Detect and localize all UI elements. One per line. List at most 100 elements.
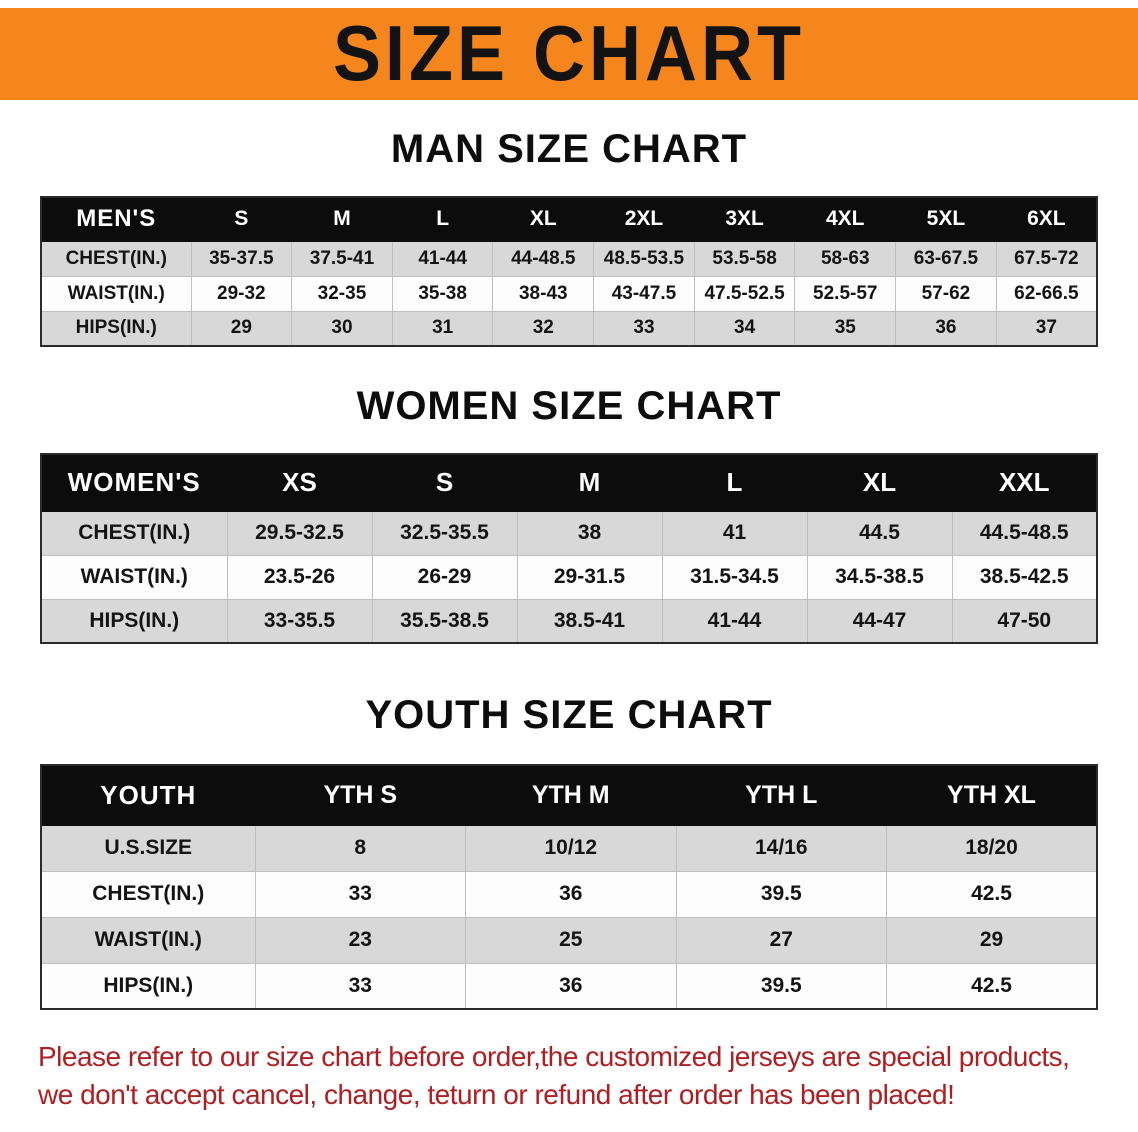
size-value-cell: 38.5-42.5 xyxy=(951,554,1098,600)
size-value-cell: 44.5-48.5 xyxy=(951,510,1098,556)
size-value-cell: 18/20 xyxy=(886,824,1098,872)
column-header: M xyxy=(516,453,663,512)
size-value-cell: 57-62 xyxy=(895,275,997,312)
table-row: HIPS(IN.) 29 30 31 32 33 34 35 36 37 xyxy=(40,310,1098,347)
column-header: S xyxy=(371,453,518,512)
size-value-cell: 30 xyxy=(291,310,393,347)
column-header: XXL xyxy=(951,453,1098,512)
row-label: HIPS(IN.) xyxy=(40,310,192,347)
size-value-cell: 62-66.5 xyxy=(995,275,1098,312)
column-header: L xyxy=(661,453,808,512)
disclaimer-line-1: Please refer to our size chart before or… xyxy=(38,1041,1070,1072)
column-header: L xyxy=(391,196,494,242)
size-table-head: YOUTH YTH S YTH M YTH L YTH XL xyxy=(40,764,1098,826)
row-label: CHEST(IN.) xyxy=(40,870,256,918)
size-value-cell: 35 xyxy=(794,310,897,347)
size-value-cell: 33 xyxy=(254,870,466,918)
size-table-body: CHEST(IN.) 29.5-32.5 32.5-35.5 38 41 44.5 44.5… xyxy=(40,510,1098,644)
size-value-cell: 33-35.5 xyxy=(226,598,373,644)
column-header: 3XL xyxy=(693,196,796,242)
women-section-heading: WOMEN SIZE CHART xyxy=(356,384,782,428)
women-size-chart-section: WOMEN SIZE CHART WOMEN'S XS S M L XL XXL CHEST… xyxy=(0,383,1138,644)
size-table-head: MEN'S S M L XL 2XL 3XL 4XL 5XL 6XL xyxy=(40,196,1098,242)
size-value-cell: 39.5 xyxy=(675,962,887,1010)
size-value-cell: 23.5-26 xyxy=(226,554,373,600)
size-value-cell: 32 xyxy=(492,310,595,347)
size-value-cell: 29-31.5 xyxy=(516,554,663,600)
size-value-cell: 41-44 xyxy=(391,240,494,277)
size-value-cell: 38 xyxy=(516,510,663,556)
size-value-cell: 37 xyxy=(995,310,1098,347)
size-value-cell: 48.5-53.5 xyxy=(593,240,695,277)
size-value-cell: 38-43 xyxy=(492,275,595,312)
column-header: 5XL xyxy=(895,196,997,242)
row-label: CHEST(IN.) xyxy=(40,510,228,556)
size-value-cell: 32-35 xyxy=(291,275,393,312)
column-header: XL xyxy=(492,196,595,242)
column-header: M xyxy=(291,196,393,242)
size-value-cell: 35-37.5 xyxy=(190,240,293,277)
row-label: HIPS(IN.) xyxy=(40,598,228,644)
size-value-cell: 36 xyxy=(465,870,677,918)
size-value-cell: 37.5-41 xyxy=(291,240,393,277)
size-value-cell: 29 xyxy=(886,916,1098,964)
size-table-body: U.S.SIZE 8 10/12 14/16 18/20 CHEST(IN.) 33 36 39… xyxy=(40,824,1098,1010)
table-header-row: WOMEN'S XS S M L XL XXL xyxy=(40,453,1098,512)
size-value-cell: 53.5-58 xyxy=(693,240,796,277)
column-header: 6XL xyxy=(995,196,1098,242)
size-value-cell: 52.5-57 xyxy=(794,275,897,312)
size-value-cell: 33 xyxy=(593,310,695,347)
size-value-cell: 29.5-32.5 xyxy=(226,510,373,556)
column-header: YTH L xyxy=(675,764,887,826)
size-value-cell: 23 xyxy=(254,916,466,964)
men-section-heading: MAN SIZE CHART xyxy=(390,127,748,171)
size-value-cell: 25 xyxy=(465,916,677,964)
size-value-cell: 14/16 xyxy=(675,824,887,872)
banner: SIZE CHART xyxy=(0,8,1138,100)
row-label: CHEST(IN.) xyxy=(40,240,192,277)
table-row: U.S.SIZE 8 10/12 14/16 18/20 xyxy=(40,824,1098,872)
table-row: CHEST(IN.) 35-37.5 37.5-41 41-44 44-48.5 48.5… xyxy=(40,240,1098,277)
women-table-category-label: WOMEN'S xyxy=(40,453,228,512)
size-value-cell: 10/12 xyxy=(465,824,677,872)
women-size-table: WOMEN'S XS S M L XL XXL CHEST(IN.) 29.5-32.5 32.… xyxy=(40,453,1098,644)
size-value-cell: 38.5-41 xyxy=(516,598,663,644)
size-value-cell: 33 xyxy=(254,962,466,1010)
row-label: U.S.SIZE xyxy=(40,824,256,872)
table-header-row: MEN'S S M L XL 2XL 3XL 4XL 5XL 6XL xyxy=(40,196,1098,242)
size-value-cell: 44.5 xyxy=(806,510,953,556)
size-value-cell: 44-48.5 xyxy=(492,240,595,277)
table-header-row: YOUTH YTH S YTH M YTH L YTH XL xyxy=(40,764,1098,826)
size-value-cell: 39.5 xyxy=(675,870,887,918)
size-value-cell: 8 xyxy=(254,824,466,872)
size-value-cell: 42.5 xyxy=(886,962,1098,1010)
row-label: HIPS(IN.) xyxy=(40,962,256,1010)
column-header: XL xyxy=(806,453,953,512)
men-size-chart-section: MAN SIZE CHART MEN'S S M L XL 2XL 3XL 4XL 5XL 6XL… xyxy=(0,126,1138,347)
table-row: WAIST(IN.) 23 25 27 29 xyxy=(40,916,1098,964)
table-row: WAIST(IN.) 23.5-26 26-29 29-31.5 31.5-34.5 34… xyxy=(40,554,1098,600)
column-header: S xyxy=(190,196,293,242)
column-header: YTH S xyxy=(254,764,466,826)
table-row: WAIST(IN.) 29-32 32-35 35-38 38-43 43-47.5 47.… xyxy=(40,275,1098,312)
youth-size-chart-section: YOUTH SIZE CHART YOUTH YTH S YTH M YTH L YTH… xyxy=(0,692,1138,1010)
size-value-cell: 47.5-52.5 xyxy=(693,275,796,312)
size-value-cell: 44-47 xyxy=(806,598,953,644)
size-value-cell: 35-38 xyxy=(391,275,494,312)
size-value-cell: 29-32 xyxy=(190,275,293,312)
size-value-cell: 27 xyxy=(675,916,887,964)
column-header: YTH XL xyxy=(886,764,1098,826)
size-value-cell: 32.5-35.5 xyxy=(371,510,518,556)
sections-container: MAN SIZE CHART MEN'S S M L XL 2XL 3XL 4XL 5XL 6XL… xyxy=(0,126,1138,1010)
row-label: WAIST(IN.) xyxy=(40,916,256,964)
size-value-cell: 36 xyxy=(895,310,997,347)
youth-table-category-label: YOUTH xyxy=(40,764,256,826)
men-table-category-label: MEN'S xyxy=(40,196,192,242)
size-value-cell: 36 xyxy=(465,962,677,1010)
size-value-cell: 31.5-34.5 xyxy=(661,554,808,600)
size-value-cell: 41 xyxy=(661,510,808,556)
table-row: HIPS(IN.) 33 36 39.5 42.5 xyxy=(40,962,1098,1010)
size-value-cell: 67.5-72 xyxy=(995,240,1098,277)
size-value-cell: 34.5-38.5 xyxy=(806,554,953,600)
